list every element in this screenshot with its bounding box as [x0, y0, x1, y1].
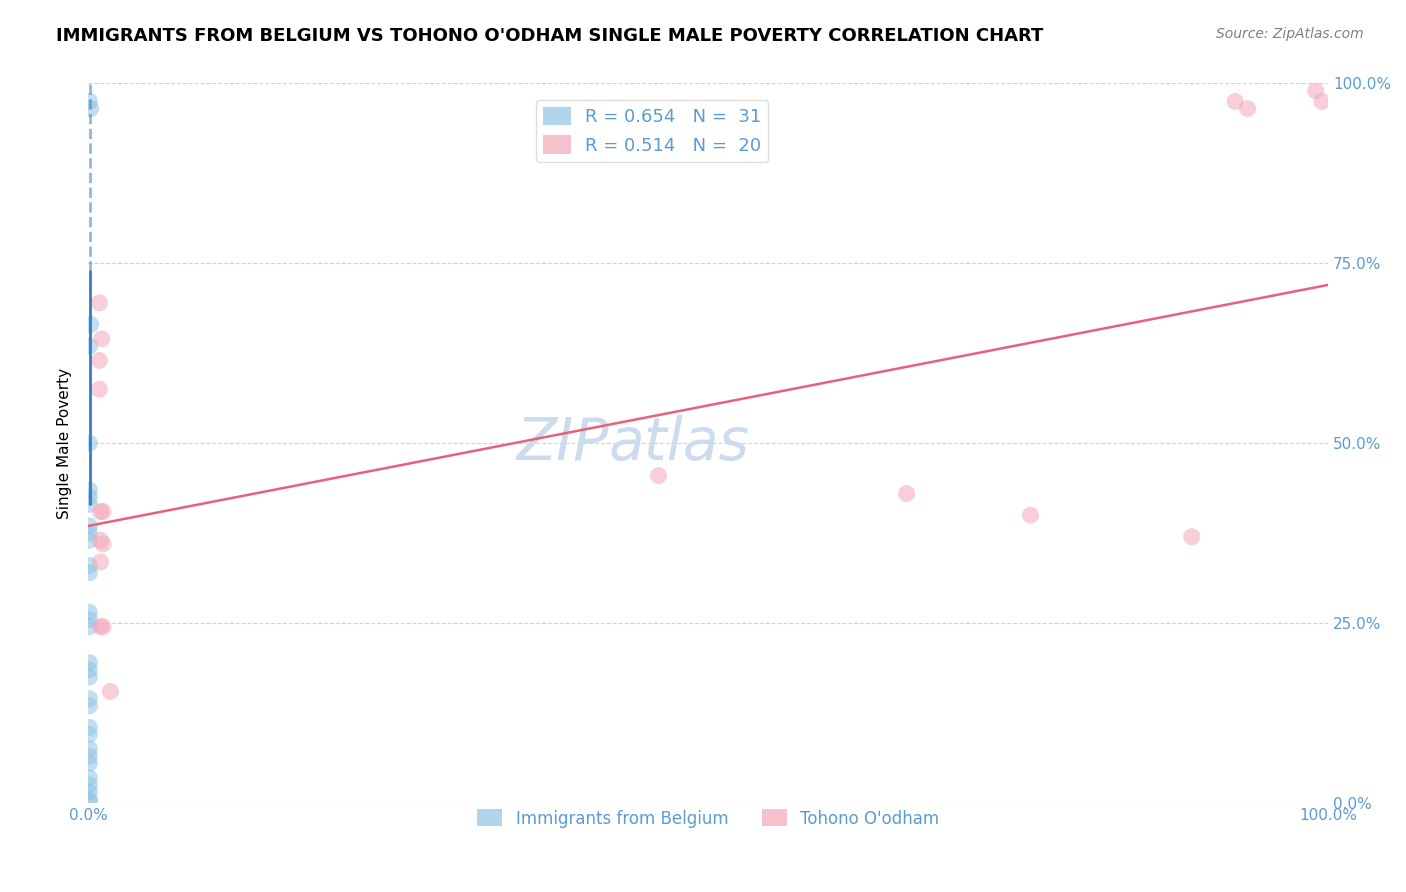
Point: [79, 483, 101, 497]
Point: [89, 296, 111, 310]
Point: [79, 792, 101, 806]
Point: [79, 656, 101, 670]
Point: [647, 468, 669, 483]
Point: [79, 526, 101, 541]
Point: [79, 533, 101, 548]
Point: [79, 698, 101, 713]
Point: [79, 497, 101, 511]
Text: Source: ZipAtlas.com: Source: ZipAtlas.com: [1216, 27, 1364, 41]
Point: [1223, 95, 1246, 109]
Point: [1236, 102, 1258, 116]
Point: [79, 318, 101, 332]
Point: [1305, 84, 1327, 98]
Point: [79, 605, 101, 619]
Point: [90, 504, 112, 518]
Point: [100, 684, 122, 698]
Point: [91, 537, 114, 551]
Point: [79, 670, 101, 684]
Point: [79, 720, 101, 734]
Point: [896, 486, 918, 500]
Point: [79, 490, 101, 504]
Point: [79, 771, 101, 785]
Legend: Immigrants from Belgium, Tohono O'odham: Immigrants from Belgium, Tohono O'odham: [471, 803, 946, 834]
Text: ZIP: ZIP: [516, 415, 609, 472]
Point: [1019, 508, 1042, 523]
Point: [79, 566, 101, 580]
Point: [90, 555, 112, 569]
Point: [79, 728, 101, 742]
Point: [91, 504, 114, 518]
Point: [90, 332, 112, 346]
Point: [79, 778, 101, 792]
Text: IMMIGRANTS FROM BELGIUM VS TOHONO O'ODHAM SINGLE MALE POVERTY CORRELATION CHART: IMMIGRANTS FROM BELGIUM VS TOHONO O'ODHA…: [56, 27, 1043, 45]
Point: [90, 533, 112, 548]
Point: [79, 756, 101, 771]
Point: [91, 620, 114, 634]
Point: [79, 95, 101, 109]
Point: [1310, 95, 1333, 109]
Point: [79, 436, 101, 450]
Point: [1181, 530, 1204, 544]
Point: [79, 558, 101, 573]
Text: atlas: atlas: [609, 415, 749, 472]
Point: [79, 102, 101, 116]
Point: [79, 785, 101, 799]
Y-axis label: Single Male Poverty: Single Male Poverty: [58, 368, 72, 519]
Point: [90, 620, 112, 634]
Point: [79, 620, 101, 634]
Point: [79, 339, 101, 353]
Point: [89, 353, 111, 368]
Point: [79, 663, 101, 677]
Point: [79, 795, 101, 809]
Point: [79, 742, 101, 756]
Point: [79, 612, 101, 626]
Point: [79, 691, 101, 706]
Point: [89, 382, 111, 396]
Point: [79, 519, 101, 533]
Point: [79, 749, 101, 764]
